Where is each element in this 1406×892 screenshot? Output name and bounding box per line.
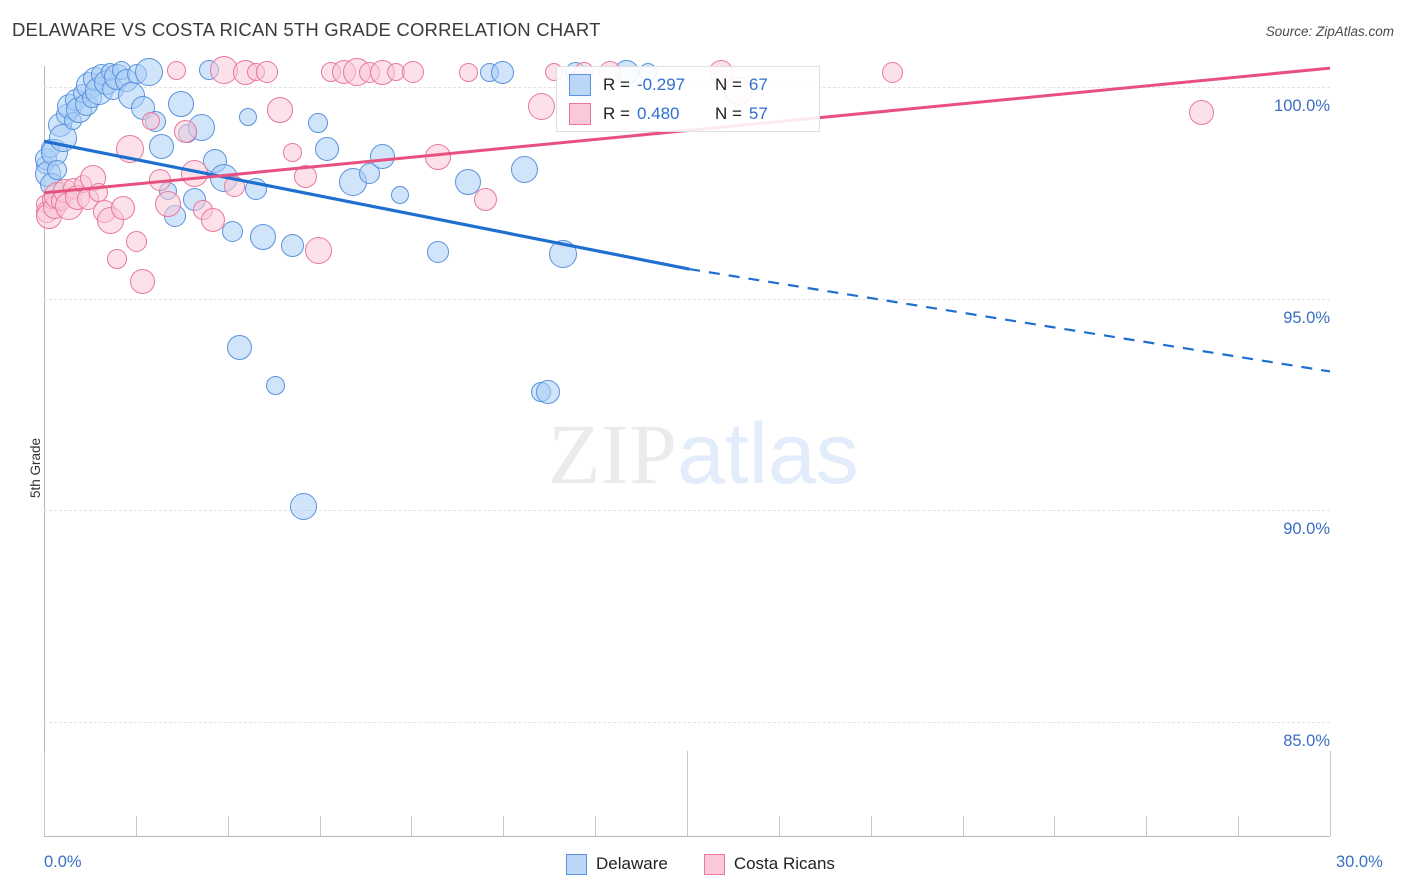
scatter-point — [155, 190, 182, 217]
source-attribution: Source: ZipAtlas.com — [1265, 24, 1394, 39]
x-axis-tick — [135, 816, 137, 836]
costaricans-r-value: 0.480 — [636, 104, 680, 123]
x-axis-tick — [687, 751, 688, 836]
x-axis-tick — [411, 816, 413, 836]
x-axis-tick — [1330, 751, 1331, 836]
scatter-point — [1188, 100, 1214, 126]
scatter-point — [142, 112, 161, 130]
scatter-point — [130, 269, 156, 295]
scatter-point — [455, 169, 482, 196]
legend-delaware-swatch-icon[interactable] — [566, 853, 587, 875]
series-legend: Delaware Costa Ricans — [566, 851, 871, 877]
legend-costaricans-label[interactable]: Costa Ricans — [733, 854, 835, 873]
scatter-point — [535, 379, 560, 404]
delaware-n-label: N = — [714, 75, 742, 94]
delaware-n-value: 67 — [748, 75, 768, 94]
costaricans-n-value: 57 — [748, 104, 768, 123]
delaware-r-label: R = — [603, 75, 630, 94]
scatter-point — [401, 61, 424, 84]
scatter-point — [390, 186, 409, 205]
scatter-point — [238, 107, 257, 126]
scatter-point — [173, 120, 197, 144]
scatter-point — [308, 113, 329, 134]
y-tick-label: 85.0% — [1283, 731, 1330, 750]
x-axis-tick — [1054, 816, 1056, 836]
scatter-point — [474, 187, 498, 211]
scatter-point — [255, 61, 278, 84]
legend-costaricans-swatch-icon[interactable] — [703, 853, 725, 875]
scatter-point — [222, 220, 244, 242]
scatter-point — [359, 163, 381, 185]
x-axis-tick — [227, 816, 229, 836]
scatter-point — [527, 92, 555, 120]
scatter-point — [201, 208, 226, 233]
scatter-point — [46, 159, 67, 180]
scatter-point — [293, 164, 317, 188]
legend-delaware-label[interactable]: Delaware — [596, 854, 668, 873]
y-axis-line — [44, 66, 45, 836]
correlation-stats-box: R = -0.297 N = 67 R = 0.480 N = 57 — [556, 66, 820, 132]
scatter-point — [458, 62, 478, 82]
x-axis-tick — [1238, 816, 1240, 836]
scatter-point — [111, 195, 136, 220]
scatter-point — [314, 136, 339, 161]
delaware-r-value: -0.297 — [636, 75, 686, 94]
gridline-y — [44, 510, 1330, 512]
x-axis-tick — [778, 816, 780, 836]
x-axis-tick — [503, 816, 505, 836]
scatter-point — [125, 231, 147, 253]
scatter-point — [135, 58, 164, 87]
y-tick-label: 95.0% — [1283, 308, 1330, 327]
y-tick-label: 100.0% — [1274, 97, 1330, 116]
scatter-point — [226, 334, 252, 360]
x-axis-min-label: 0.0% — [44, 853, 82, 871]
scatter-point — [491, 60, 515, 84]
delaware-swatch-icon — [569, 74, 591, 96]
gridline-y — [44, 298, 1330, 300]
stats-row-delaware: R = -0.297 N = 67 — [569, 71, 768, 99]
trend-line-delaware-extrapolated — [688, 267, 1331, 373]
x-axis-tick — [44, 751, 45, 836]
scatter-point — [168, 91, 195, 118]
scatter-point — [370, 144, 396, 170]
scatter-point — [106, 248, 127, 269]
trend-line-delaware — [43, 139, 690, 271]
scatter-point — [249, 224, 276, 251]
x-axis-tick — [870, 816, 872, 836]
stats-row-costaricans: R = 0.480 N = 57 — [569, 100, 768, 128]
gridline-y — [44, 721, 1330, 723]
scatter-point — [266, 97, 293, 124]
scatter-point — [149, 133, 175, 159]
x-axis-line — [44, 836, 1330, 837]
scatter-point — [510, 156, 538, 184]
page-title: DELAWARE VS COSTA RICAN 5TH GRADE CORREL… — [12, 19, 601, 40]
costaricans-n-label: N = — [714, 104, 742, 123]
scatter-point — [265, 375, 285, 395]
costaricans-swatch-icon — [569, 103, 591, 125]
scatter-point — [427, 241, 450, 264]
scatter-point — [304, 236, 332, 264]
x-axis-max-label: 30.0% — [1336, 853, 1383, 871]
x-axis-tick — [319, 816, 321, 836]
scatter-point — [283, 143, 303, 163]
x-axis-tick — [1146, 816, 1148, 836]
x-axis-tick — [962, 816, 964, 836]
scatter-point — [167, 60, 187, 80]
scatter-point — [882, 61, 904, 83]
scatter-point — [289, 492, 317, 520]
y-tick-label: 90.0% — [1283, 520, 1330, 539]
costaricans-r-label: R = — [603, 104, 630, 123]
x-axis-tick — [595, 816, 597, 836]
scatter-point — [281, 234, 305, 258]
